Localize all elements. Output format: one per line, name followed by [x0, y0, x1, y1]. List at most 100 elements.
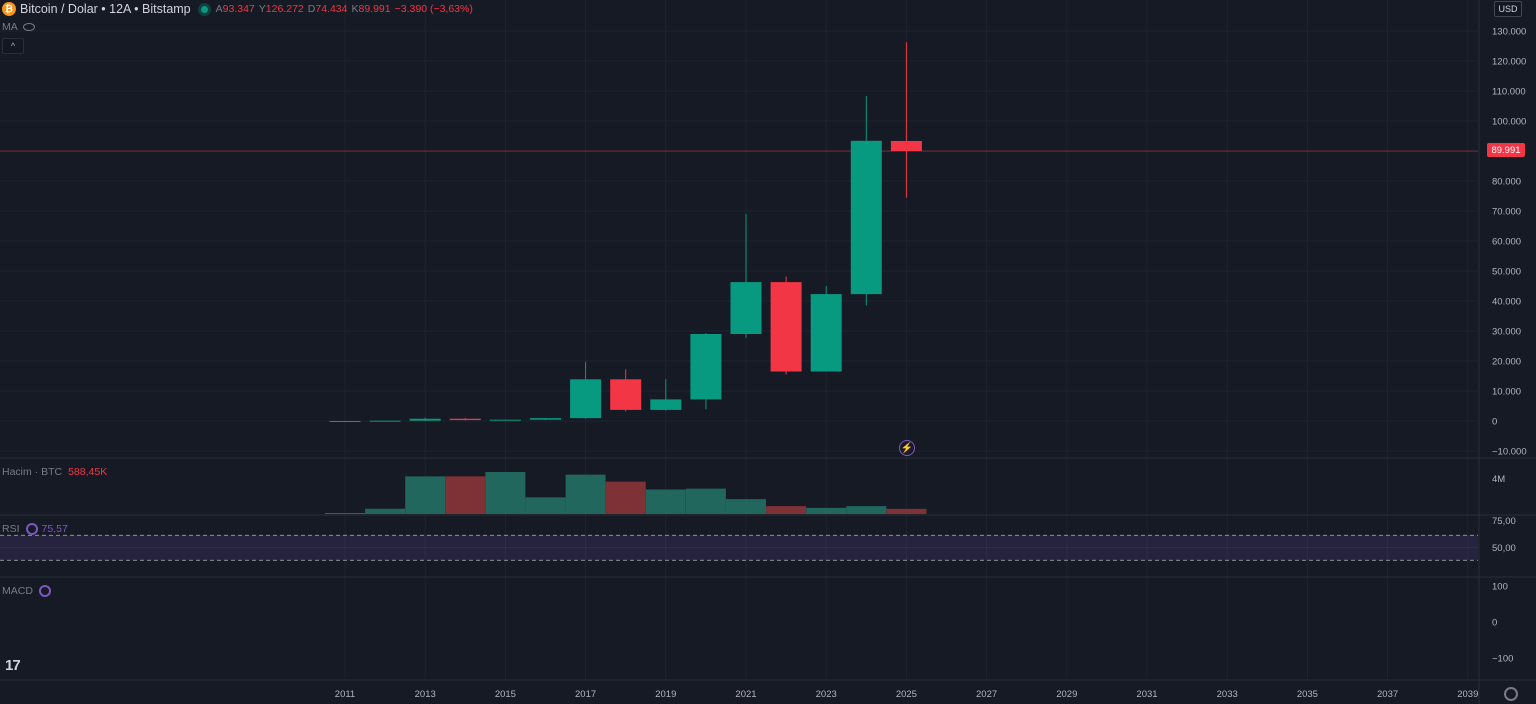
- candle-body: [850, 140, 882, 295]
- candle-body: [409, 418, 441, 421]
- rsi-band: [0, 535, 1478, 561]
- price-tick-label: 50.000: [1492, 267, 1521, 278]
- rsi-pane: 75,00 50,00: [0, 516, 1516, 561]
- volume-bar: [325, 513, 365, 514]
- macd-axis: 100 0 −100: [1492, 582, 1513, 665]
- time-tick-label: 2013: [415, 689, 436, 700]
- macd-legend[interactable]: MACD: [2, 585, 51, 597]
- time-tick-label: 2017: [575, 689, 596, 700]
- price-tick-label: 130.000: [1492, 27, 1526, 38]
- time-axis: 2011 2013 2015 2017 2019 2021 2023 2025 2027 2029…: [335, 689, 1479, 700]
- last-price-label: 89.991: [1487, 143, 1525, 157]
- price-tick-label: 120.000: [1492, 57, 1526, 68]
- time-tick-label: 2037: [1377, 689, 1398, 700]
- close-readout: K89.991: [351, 3, 391, 15]
- grid-lines: [0, 0, 1478, 680]
- candle-body: [690, 334, 722, 400]
- candle-body: [489, 419, 521, 421]
- price-tick-label: 110.000: [1492, 87, 1526, 98]
- time-tick-label: 2015: [495, 689, 516, 700]
- price-tick-label: 80.000: [1492, 177, 1521, 188]
- gear-icon[interactable]: [1504, 687, 1518, 701]
- candle-body: [730, 282, 762, 334]
- candle-body: [890, 140, 922, 152]
- macd-tick-label: 100: [1492, 582, 1508, 593]
- time-tick-label: 2033: [1217, 689, 1238, 700]
- price-tick-label: 100.000: [1492, 117, 1526, 128]
- candle-body: [530, 418, 561, 420]
- macd-label: MACD: [2, 585, 33, 597]
- market-open-icon: [200, 5, 208, 13]
- volume-bar: [685, 488, 726, 514]
- indicator-loading-icon: [38, 585, 51, 597]
- rsi-tick-label: 50,00: [1492, 543, 1516, 554]
- rsi-value: 75,57: [41, 523, 68, 535]
- candle-body: [650, 399, 682, 410]
- ma-label: MA: [2, 21, 18, 33]
- candle-body: [570, 379, 602, 419]
- volume-bar: [886, 508, 927, 514]
- volume-bar: [405, 476, 446, 514]
- volume-legend[interactable]: Hacim · BTC 588,45K: [2, 466, 107, 478]
- time-tick-label: 2039: [1457, 689, 1478, 700]
- volume-bar: [726, 499, 766, 514]
- time-tick-label: 2023: [816, 689, 837, 700]
- time-tick-label: 2019: [655, 689, 676, 700]
- volume-tick-label: 4M: [1492, 474, 1505, 485]
- time-tick-label: 2011: [335, 689, 355, 700]
- volume-bar: [766, 506, 807, 514]
- open-readout: A93.347: [215, 3, 255, 15]
- change-readout: −3.390 (−3,63%): [394, 3, 473, 15]
- collapse-legend-button[interactable]: ^: [2, 38, 24, 54]
- price-axis: 130.000120.000110.000100.00090.00080.000…: [1492, 27, 1527, 486]
- chevron-up-icon: ^: [10, 41, 16, 51]
- eye-icon[interactable]: [22, 23, 35, 31]
- symbol-legend: ₿ Bitcoin / Dolar • 12A • Bitstamp A93.3…: [2, 1, 473, 17]
- volume-bar: [806, 507, 847, 514]
- currency-button[interactable]: USD: [1494, 1, 1522, 17]
- time-tick-label: 2027: [976, 689, 997, 700]
- price-tick-label: 0: [1492, 417, 1497, 428]
- candle-body: [610, 379, 642, 410]
- volume-label: Hacim · BTC: [2, 466, 63, 478]
- volume-bar: [485, 472, 526, 514]
- candle-body: [770, 282, 802, 372]
- price-tick-label: 60.000: [1492, 237, 1521, 248]
- candle-body: [449, 418, 481, 421]
- candles: [329, 42, 922, 422]
- tradingview-logo[interactable]: 17: [5, 657, 21, 674]
- high-readout: Y126.272: [258, 3, 304, 15]
- time-tick-label: 2029: [1056, 689, 1077, 700]
- candle-body: [369, 420, 401, 422]
- candle-body: [329, 421, 361, 422]
- volume-value: 588,45K: [68, 466, 108, 478]
- candle-body: [810, 294, 842, 372]
- volume-bar: [846, 506, 887, 514]
- volume-bar: [605, 481, 646, 514]
- low-readout: D74.434: [307, 3, 348, 15]
- volume-bar: [365, 508, 406, 514]
- rsi-tick-label: 75,00: [1492, 516, 1516, 527]
- macd-tick-label: −100: [1492, 654, 1513, 665]
- indicator-loading-icon: [25, 523, 38, 535]
- macd-tick-label: 0: [1492, 618, 1497, 629]
- price-tick-label: 10.000: [1492, 387, 1521, 398]
- volume-bar: [645, 489, 686, 514]
- price-tick-label: 40.000: [1492, 297, 1521, 308]
- price-tick-label: 20.000: [1492, 357, 1521, 368]
- rsi-legend[interactable]: RSI 75,57: [2, 523, 68, 535]
- symbol-title[interactable]: Bitcoin / Dolar • 12A • Bitstamp: [20, 2, 191, 16]
- bitcoin-logo-icon: ₿: [2, 2, 16, 16]
- volume-bar: [445, 476, 486, 514]
- time-tick-label: 2031: [1136, 689, 1157, 700]
- price-tick-label: 30.000: [1492, 327, 1521, 338]
- price-tick-label: 70.000: [1492, 207, 1521, 218]
- lightning-icon[interactable]: ⚡: [899, 440, 915, 456]
- volume-bar: [525, 497, 566, 514]
- ma-legend[interactable]: MA: [2, 21, 35, 33]
- rsi-label: RSI: [2, 523, 20, 535]
- volume-bars: [325, 472, 927, 514]
- price-tick-label: −10.000: [1492, 447, 1527, 458]
